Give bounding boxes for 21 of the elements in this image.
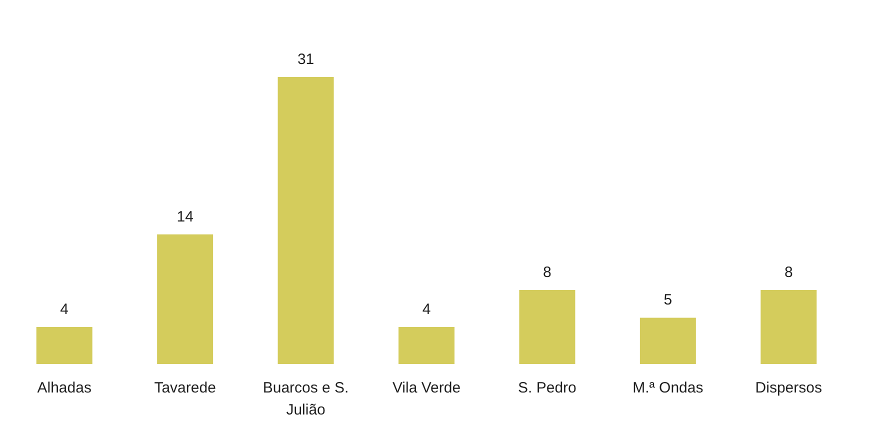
data-label: 31 bbox=[297, 51, 314, 68]
x-tick-label: Alhadas bbox=[37, 380, 92, 396]
x-tick-label: S. Pedro bbox=[518, 380, 576, 396]
x-tick-label: Tavarede bbox=[154, 380, 216, 396]
bar bbox=[640, 318, 696, 364]
x-tick-label: M.ª Ondas bbox=[632, 380, 704, 396]
bar bbox=[398, 326, 454, 364]
x-tick-label: Buarcos e S. Julião bbox=[262, 380, 349, 418]
data-label: 4 bbox=[60, 300, 69, 318]
data-label: 14 bbox=[176, 208, 194, 226]
x-tick-label: Vila Verde bbox=[392, 380, 461, 396]
bar bbox=[278, 77, 334, 364]
bar bbox=[519, 290, 576, 364]
bar bbox=[760, 290, 817, 364]
data-label: 4 bbox=[422, 300, 431, 318]
data-label: 8 bbox=[543, 264, 552, 281]
data-label: 5 bbox=[664, 292, 672, 309]
data-label: 8 bbox=[784, 264, 793, 281]
x-tick-label: Dispersos bbox=[755, 380, 822, 396]
bar bbox=[157, 234, 214, 364]
bar bbox=[36, 326, 92, 364]
